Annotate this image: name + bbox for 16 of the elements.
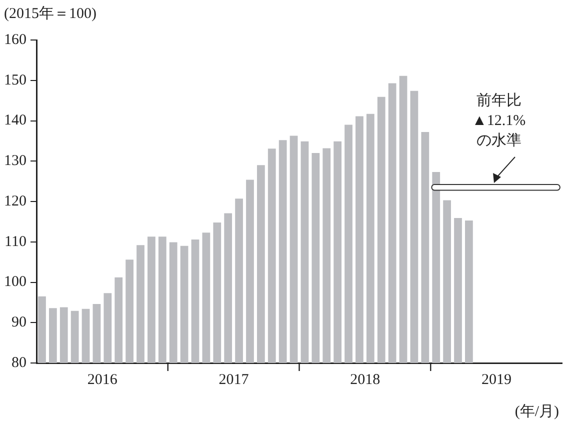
y-tick-label: 120	[4, 193, 26, 210]
y-tick-label: 140	[4, 112, 26, 129]
band-label: 前年比 ▲12.1% の水準	[472, 92, 526, 152]
x-tick-label: 2019	[481, 372, 512, 388]
y-tick-label: 130	[4, 153, 26, 170]
y-tick-label: 80	[12, 354, 26, 371]
y-tick-label: 160	[4, 32, 26, 48]
y-tick-label: 90	[12, 314, 26, 331]
x-tick-label: 2018	[350, 372, 380, 388]
y-tick-label: 150	[4, 72, 26, 88]
y-tick-label: 110	[4, 234, 26, 250]
x-axis-title: (年/月)	[514, 403, 559, 421]
y-axis-title: (2015年＝100)	[4, 5, 96, 23]
y-tick-label: 100	[4, 274, 26, 290]
x-tick-label: 2017	[218, 372, 250, 388]
x-tick-label: 2016	[87, 372, 118, 388]
